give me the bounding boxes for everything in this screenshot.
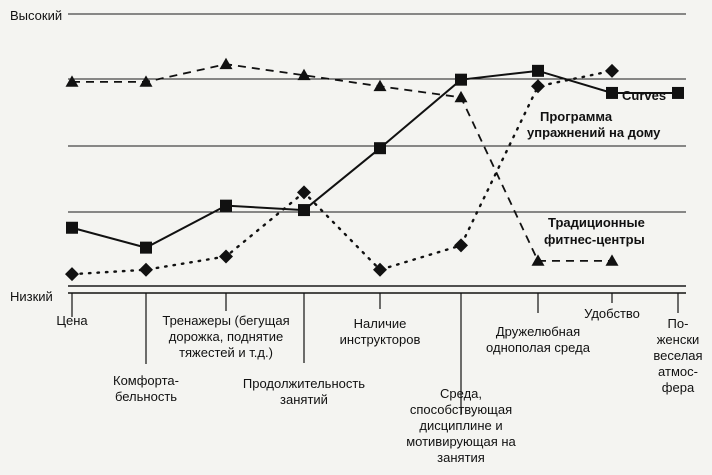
home-program-marker	[219, 249, 233, 264]
fitness-center-marker	[605, 254, 619, 266]
curves-marker	[532, 64, 544, 77]
fitness-center-marker	[139, 75, 153, 87]
x-tick-label: Наличие инструкторов	[340, 316, 421, 347]
x-axis	[68, 292, 686, 415]
x-tick-label: Дружелюбная однополая среда	[486, 324, 591, 355]
curves-marker	[66, 221, 78, 234]
x-tick-label: Цена	[56, 313, 88, 328]
x-tick-label: Комфорта-бельность	[113, 373, 179, 404]
curves-marker	[140, 241, 152, 254]
x-tick-label: Тренажеры (бегущая дорожка, поднятие тяжес…	[162, 313, 289, 360]
x-tick-label: Среда, способствующая дисциплине и мотивиру…	[406, 386, 516, 465]
fitness-center-marker	[219, 57, 233, 70]
y-label-low: Низкий	[10, 289, 53, 304]
fitness-center-marker	[454, 90, 468, 103]
curves-marker	[374, 142, 386, 155]
curves-marker	[298, 204, 310, 217]
fitness-center-series-line	[72, 63, 612, 262]
x-tick-label: Продолжительность занятий	[243, 376, 365, 407]
y-label-high: Высокий	[10, 8, 62, 23]
fitness-center-marker	[531, 254, 545, 266]
home-program-marker	[297, 185, 311, 200]
series-label-home-program: Программа упражнений на дому	[527, 109, 661, 140]
home-program-marker	[139, 262, 153, 277]
series-label-curves: Curves	[622, 88, 666, 103]
fitness-center-marker	[373, 79, 387, 92]
curves-marker	[672, 86, 684, 99]
home-program-marker	[531, 79, 545, 94]
series-label-fitness-centers: Традиционные фитнес-центры	[544, 215, 645, 247]
home-program-marker	[65, 267, 79, 282]
x-tick-label: По-женски веселая атмос-фера	[653, 316, 702, 395]
home-program-marker	[454, 238, 468, 253]
home-program-marker	[373, 262, 387, 277]
home-program-series-line	[70, 69, 614, 276]
series	[65, 57, 684, 282]
fitness-center-marker	[297, 68, 311, 81]
home-program-marker	[605, 63, 619, 78]
curves-marker	[220, 199, 232, 212]
curves-marker	[606, 86, 618, 99]
x-tick-label: Удобство	[584, 306, 640, 321]
fitness-center-marker	[65, 75, 79, 87]
curves-marker	[455, 73, 467, 86]
